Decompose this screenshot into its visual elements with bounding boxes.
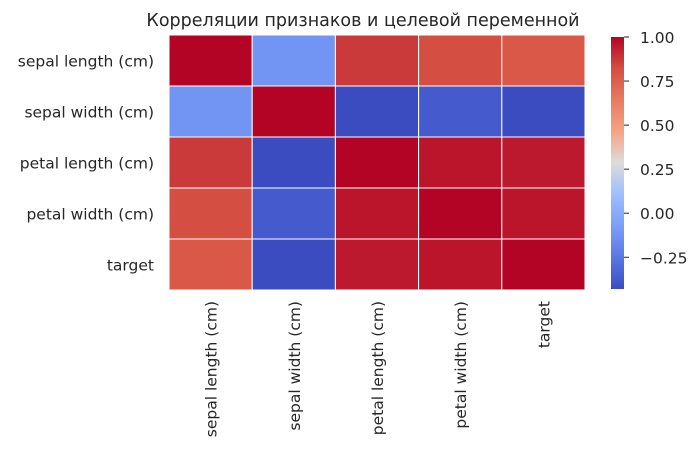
colorbar-tick-label: 0.75 [640, 73, 675, 91]
row-labels: sepal length (cm) sepal width (cm) petal l… [18, 53, 154, 275]
colorbar-tick-label: 0.00 [640, 205, 675, 223]
heatmap-cells [168, 34, 586, 291]
heatmap-cell [501, 34, 586, 87]
row-label: target [107, 257, 154, 275]
heatmap-cell [334, 34, 420, 87]
colorbar [611, 37, 624, 289]
heatmap-cell [501, 136, 586, 189]
heatmap-cell [168, 187, 253, 240]
colorbar-tick-label: −0.25 [640, 249, 688, 267]
column-label: target [535, 301, 553, 348]
colorbar-tick-label: 0.25 [640, 161, 675, 179]
heatmap-cell [334, 187, 420, 240]
colorbar-tick-label: 0.50 [640, 117, 675, 135]
colorbar-ticks: 1.00 0.75 0.50 0.25 0.00 −0.25 [624, 29, 688, 267]
heatmap-cell [501, 238, 586, 291]
row-label: petal length (cm) [20, 155, 154, 173]
heatmap-cell [418, 187, 503, 240]
row-label: sepal length (cm) [18, 53, 154, 71]
heatmap-cell [251, 187, 336, 240]
heatmap-cell [168, 34, 253, 87]
heatmap-cell [334, 85, 420, 138]
heatmap-cell [501, 187, 586, 240]
heatmap-cell [334, 136, 420, 189]
heatmap-cell [418, 85, 503, 138]
column-label: sepal length (cm) [203, 301, 221, 437]
row-label: petal width (cm) [26, 206, 154, 224]
heatmap-cell [251, 136, 336, 189]
heatmap-cell [501, 85, 586, 138]
column-labels: sepal length (cm) sepal width (cm) petal l… [203, 301, 554, 437]
heatmap-cell [418, 136, 503, 189]
row-label: sepal width (cm) [24, 104, 154, 122]
column-label: petal length (cm) [369, 301, 387, 435]
heatmap-cell [168, 85, 253, 138]
column-label: sepal width (cm) [286, 301, 304, 431]
chart-title: Корреляции признаков и целевой переменно… [146, 11, 579, 31]
heatmap-cell [251, 85, 336, 138]
heatmap-cell [251, 238, 336, 291]
heatmap-cell [334, 238, 420, 291]
column-label: petal width (cm) [452, 301, 470, 429]
heatmap-cell [251, 34, 336, 87]
heatmap-cell [168, 136, 253, 189]
heatmap-cell [418, 34, 503, 87]
heatmap-cell [168, 238, 253, 291]
heatmap-cell [418, 238, 503, 291]
colorbar-tick-label: 1.00 [640, 29, 675, 47]
